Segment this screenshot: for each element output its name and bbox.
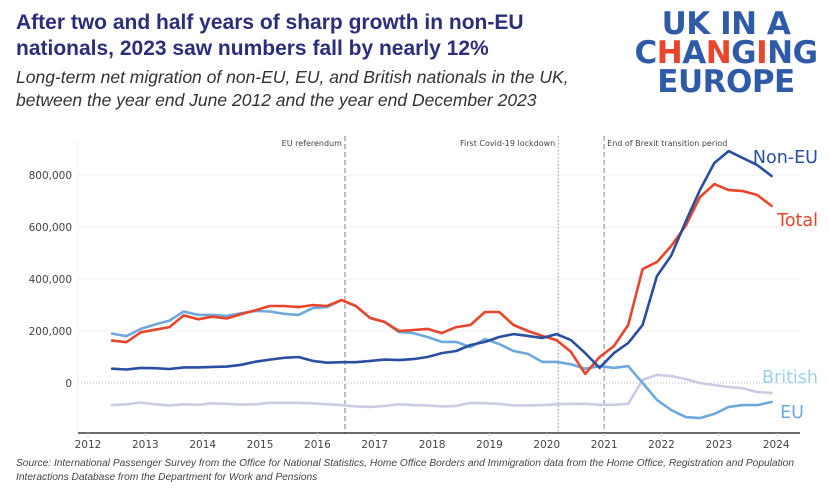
uk-in-a-changing-europe-logo: UK IN A CHANGING EUROPE — [628, 6, 824, 100]
event-annotations: EU referendum First Covid-19 lockdown End … — [282, 136, 727, 433]
gridlines — [77, 140, 800, 433]
series-line-non-eu — [110, 149, 773, 371]
logo-letters-2: A — [682, 35, 706, 71]
logo-line-3: EUROPE — [657, 64, 795, 100]
source-note: Source: International Passenger Survey f… — [16, 458, 795, 483]
series-line-british — [110, 373, 773, 409]
net-migration-line-chart: 0 200,000 400,000 600,000 800,000 EU referen… — [29, 136, 818, 451]
x-tick-label: 2013 — [132, 439, 159, 451]
x-tick-label: 2021 — [591, 439, 618, 451]
x-tick-label: 2014 — [189, 439, 216, 451]
logo-letters-4: G — [731, 35, 757, 71]
series-labels: Non-EU Total British EU — [753, 148, 818, 423]
y-tick-label: 400,000 — [29, 274, 72, 286]
series-label-eu: EU — [780, 403, 804, 423]
series-line-total — [110, 182, 773, 376]
chart-title: After two and half years of sharp growth… — [16, 11, 524, 60]
x-tick-label: 2017 — [361, 439, 388, 451]
x-tick-label: 2012 — [75, 439, 102, 451]
logo-letters-0: C — [634, 35, 657, 71]
logo-letters-1: H — [656, 35, 683, 71]
y-tick-label: 800,000 — [29, 170, 72, 182]
x-tick-label: 2015 — [247, 439, 274, 451]
series-label-british: British — [762, 368, 818, 388]
x-tick-label: 2019 — [476, 439, 503, 451]
logo-line-1: UK IN A — [661, 6, 791, 42]
y-tick-label: 0 — [65, 378, 72, 390]
x-tick-label: 2020 — [533, 439, 560, 451]
y-tick-label: 600,000 — [29, 222, 72, 234]
logo-line-2: CHANGING — [628, 38, 824, 69]
x-tick-label: 2018 — [419, 439, 446, 451]
annotation-label: First Covid-19 lockdown — [460, 139, 555, 148]
logo-letters-6: NG — [767, 35, 818, 71]
y-tick-label: 200,000 — [29, 326, 72, 338]
series-label-non-eu: Non-EU — [753, 148, 818, 168]
series-lines — [110, 149, 773, 420]
annotation-label: EU referendum — [282, 139, 342, 148]
logo-letters-3: N — [705, 35, 732, 71]
x-tick-label: 2023 — [705, 439, 732, 451]
series-label-total: Total — [776, 211, 818, 231]
x-axis: 2012 2013 2014 2015 2016 2017 2018 2019 2020 2021… — [75, 432, 800, 451]
annotation-label: End of Brexit transition period — [607, 139, 727, 148]
chart-subtitle: Long-term net migration of non-EU, EU, a… — [16, 67, 569, 110]
y-axis: 0 200,000 400,000 600,000 800,000 — [29, 170, 72, 390]
series-line-eu — [110, 298, 773, 420]
x-tick-label: 2022 — [648, 439, 675, 451]
logo-letters-5: I — [756, 35, 768, 71]
x-tick-label: 2024 — [763, 439, 790, 451]
x-tick-label: 2016 — [304, 439, 331, 451]
